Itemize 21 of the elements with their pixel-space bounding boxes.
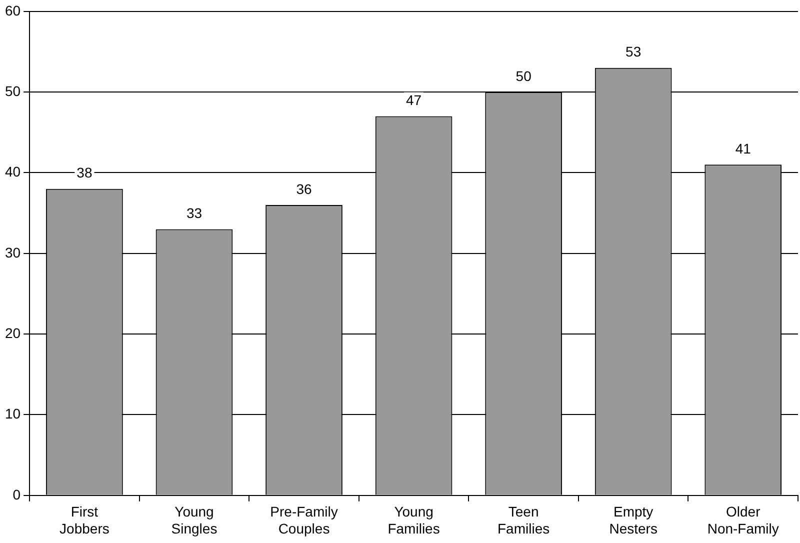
y-tick-label: 10 [4, 406, 21, 422]
x-tick-label: Older Non-Family [707, 504, 779, 536]
data-label: 38 [76, 164, 92, 181]
x-tick-label: Teen Families [498, 504, 550, 536]
x-tick-label: Pre-Family Couples [270, 504, 338, 536]
data-label: 41 [735, 140, 752, 157]
y-tick-label: 0 [12, 486, 21, 502]
x-tick-label: Young Singles [171, 504, 218, 536]
data-label: 33 [186, 205, 202, 222]
y-tick-label: 40 [4, 164, 21, 180]
data-label: 36 [296, 180, 312, 197]
x-tick-label: Young Families [388, 504, 440, 536]
x-tick-label: Empty Nesters [609, 504, 658, 536]
data-label: 50 [516, 68, 532, 84]
y-tick-label: 60 [4, 2, 21, 18]
data-label: 53 [626, 44, 642, 60]
data-label: 47 [406, 92, 422, 108]
x-tick-label: First Jobbers [60, 504, 110, 536]
y-tick-label: 20 [4, 324, 21, 341]
y-tick-label: 50 [4, 82, 21, 99]
y-tick-label: 30 [4, 244, 21, 260]
